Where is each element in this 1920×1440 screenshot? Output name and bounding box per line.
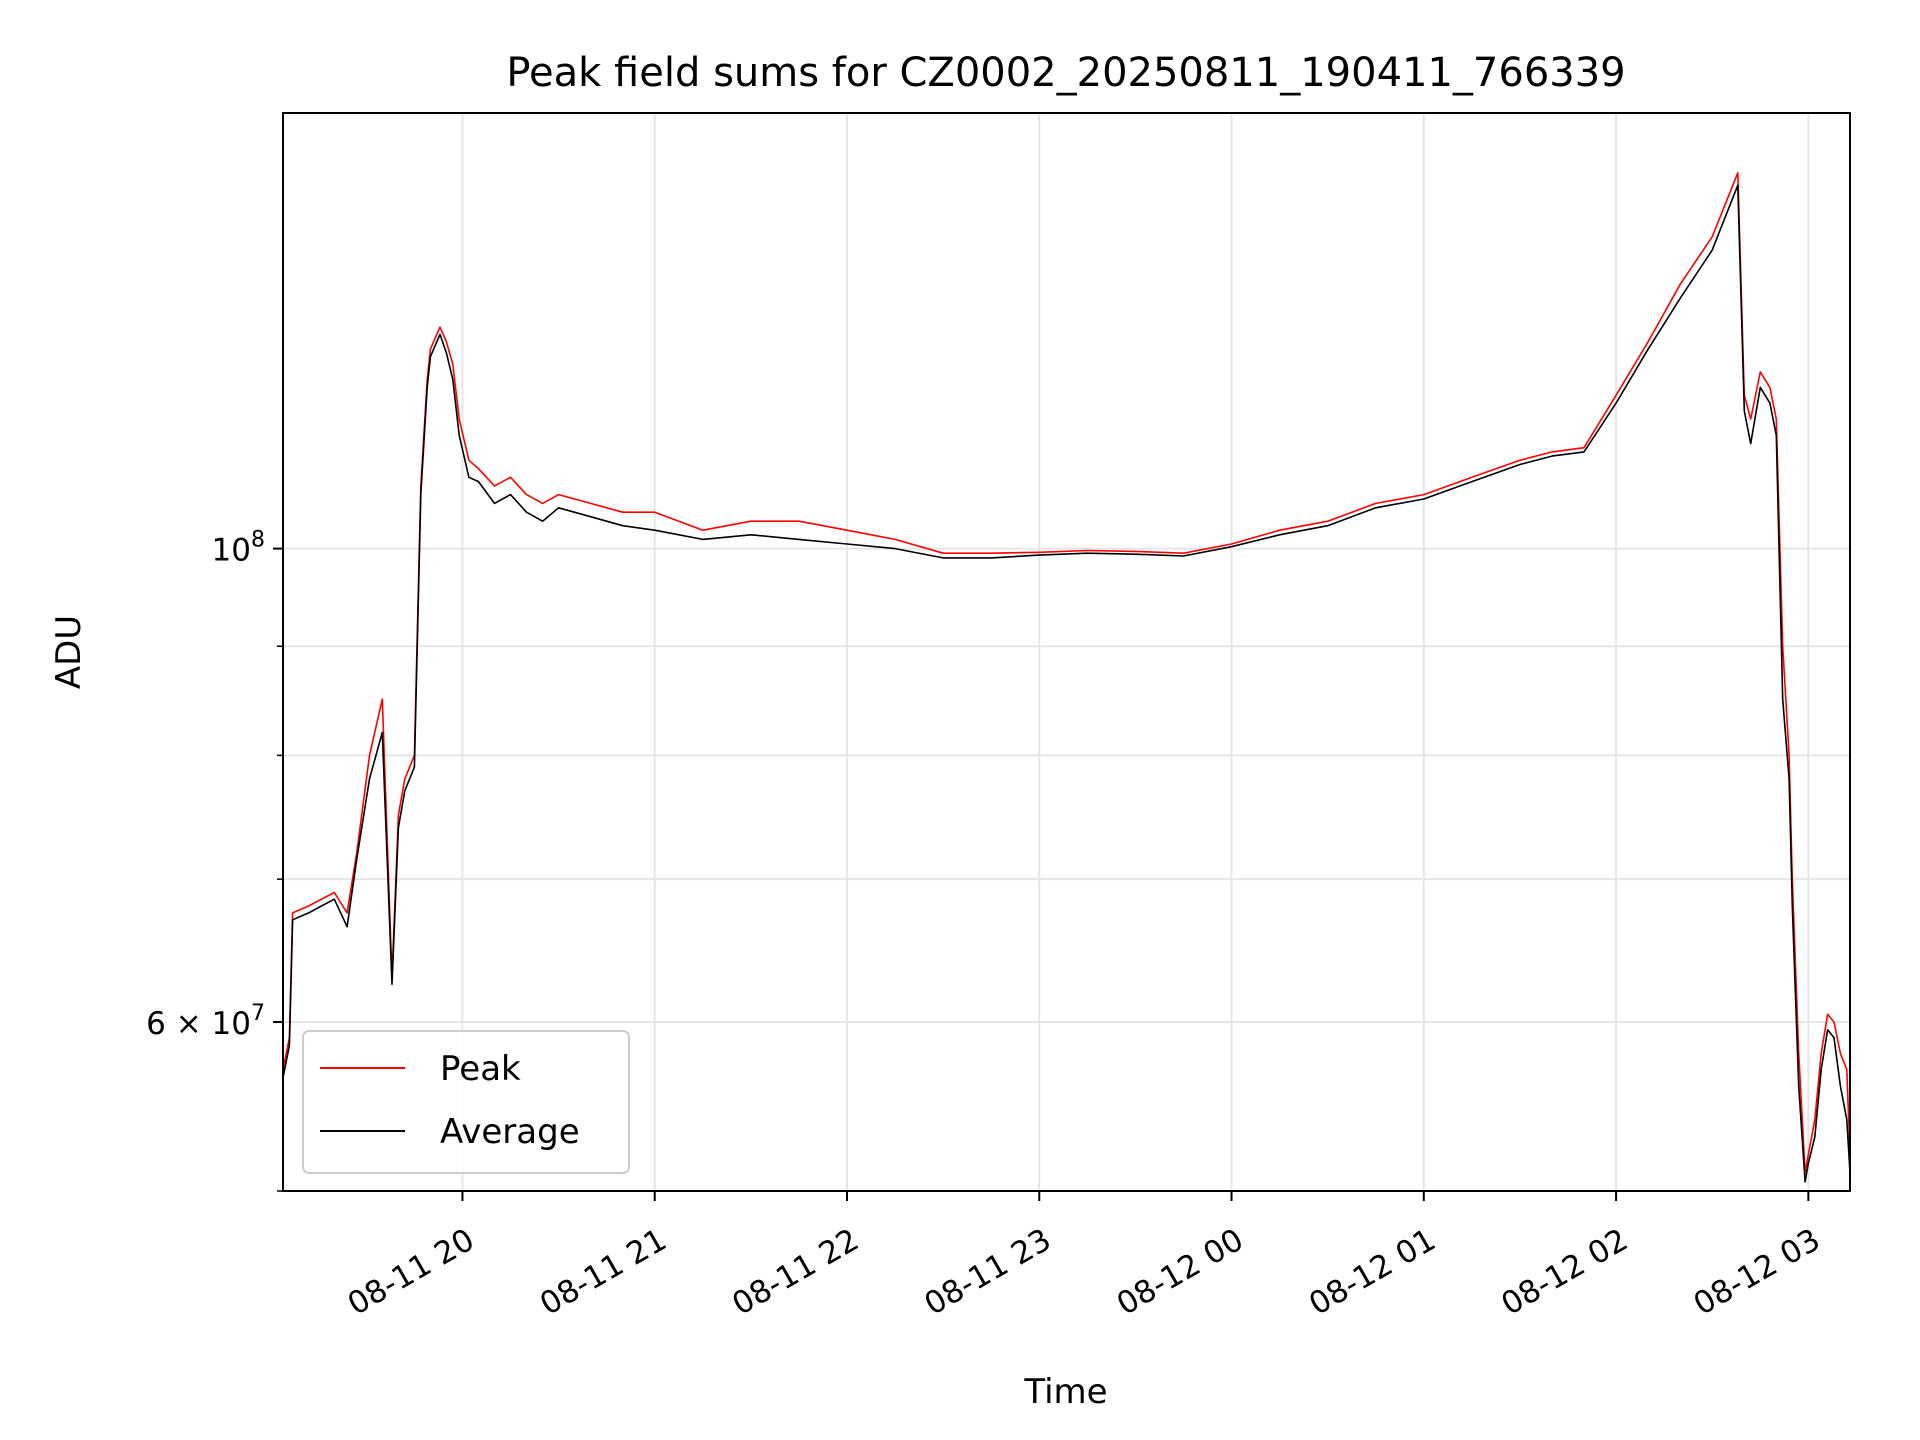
y-axis-ticks: 108 6 × 107: [146, 528, 283, 1192]
chart-title: Peak field sums for CZ0002_20250811_1904…: [506, 50, 1625, 96]
plot-frame: [282, 112, 1851, 1192]
y-tick-label: 108: [212, 528, 265, 569]
legend-box: [302, 1030, 630, 1174]
y-tick-label: 6 × 107: [146, 1001, 265, 1042]
grid: [283, 113, 1850, 1192]
legend: Peak Average: [302, 1030, 630, 1174]
x-axis-label: Time: [1023, 1372, 1107, 1412]
series-line-average: [282, 184, 1851, 1183]
y-axis-label: ADU: [49, 615, 89, 689]
series-line-peak: [282, 172, 1851, 1174]
legend-label-peak: Peak: [440, 1049, 521, 1089]
legend-label-average: Average: [440, 1112, 580, 1152]
plot-series: [282, 172, 1851, 1183]
